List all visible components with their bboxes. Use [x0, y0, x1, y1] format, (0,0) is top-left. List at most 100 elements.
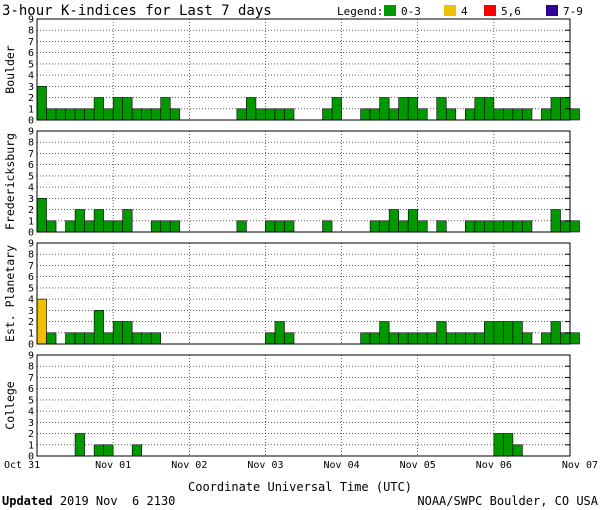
- y-tick-label: 8: [28, 362, 34, 373]
- bar-fredericksburg-8: [112, 220, 123, 233]
- bar-college-48: [493, 433, 504, 457]
- x-axis-ticks: Oct 31 Nov 01 Nov 02 Nov 03 Nov 04 Nov 05 Nov …: [4, 460, 598, 471]
- bar-fredericksburg-6: [93, 209, 104, 233]
- y-tick-label: 4: [28, 407, 34, 418]
- bar-fredericksburg-26: [284, 220, 295, 233]
- bar-fredericksburg-45: [465, 220, 476, 233]
- x-tick-label: Nov 05: [400, 460, 436, 471]
- bar-boulder-22: [246, 97, 257, 121]
- bar-college-49: [503, 433, 514, 457]
- bar-est-planetary-56: [569, 332, 580, 345]
- bar-boulder-11: [141, 108, 152, 121]
- panel-label-est-planetary: Est. Planetary: [3, 245, 17, 342]
- y-tick-label: 3: [28, 82, 34, 93]
- y-tick-label: 6: [28, 160, 34, 171]
- bar-est-planetary-42: [436, 321, 447, 345]
- y-tick-label: 1: [28, 104, 34, 115]
- bar-boulder-42: [436, 97, 447, 121]
- bar-boulder-48: [493, 108, 504, 121]
- legend-label: Legend:: [337, 5, 383, 18]
- y-tick-label: 9: [28, 15, 34, 26]
- bar-college-4: [74, 433, 85, 457]
- bar-fredericksburg-14: [169, 220, 181, 233]
- bar-fredericksburg-46: [474, 220, 485, 233]
- updated-value: 2019 Nov 6 2130: [60, 494, 176, 508]
- y-tick-label: 8: [28, 250, 34, 261]
- bar-fredericksburg-0: [36, 198, 47, 233]
- bar-boulder-21: [236, 108, 247, 121]
- legend-swatch-4: [444, 5, 456, 16]
- bar-boulder-36: [379, 97, 390, 121]
- bar-est-planetary-40: [417, 332, 428, 345]
- y-tick-label: 5: [28, 171, 34, 182]
- legend-item-0-3: 0-3: [401, 5, 421, 18]
- y-tick-label: 0: [28, 452, 34, 463]
- bar-fredericksburg-25: [274, 220, 285, 233]
- bar-fredericksburg-40: [417, 220, 428, 233]
- bar-est-planetary-41: [426, 332, 438, 345]
- bar-est-planetary-8: [112, 321, 123, 345]
- bar-boulder-54: [550, 97, 561, 121]
- bar-est-planetary-24: [265, 332, 276, 345]
- bar-est-planetary-1: [46, 332, 57, 345]
- chart-title: 3-hour K-indices for Last 7 days: [2, 3, 272, 19]
- bar-boulder-24: [265, 108, 276, 121]
- y-tick-label: 7: [28, 261, 34, 272]
- bar-boulder-38: [398, 97, 409, 121]
- bar-boulder-3: [65, 108, 76, 121]
- y-tick-label: 2: [28, 429, 34, 440]
- bar-boulder-8: [112, 97, 123, 121]
- bar-fredericksburg-24: [265, 220, 276, 233]
- y-tick-label: 5: [28, 395, 34, 406]
- y-tick-label: 7: [28, 37, 34, 48]
- bar-est-planetary-48: [493, 321, 504, 345]
- bar-fredericksburg-3: [65, 220, 76, 233]
- bar-est-planetary-4: [74, 332, 85, 345]
- y-tick-label: 9: [28, 239, 34, 250]
- y-tick-label: 7: [28, 149, 34, 160]
- panels: 0123456789Boulder0123456789Fredericksbur…: [3, 15, 580, 463]
- bar-boulder-37: [388, 108, 399, 121]
- x-tick-label: Nov 02: [171, 460, 207, 471]
- bar-est-planetary-6: [93, 310, 104, 345]
- bar-est-planetary-43: [445, 332, 457, 345]
- y-tick-label: 1: [28, 216, 34, 227]
- bar-est-planetary-10: [131, 332, 142, 345]
- footer-updated: Updated 2019 Nov 6 2130: [2, 494, 175, 508]
- bar-est-planetary-39: [407, 332, 419, 345]
- bar-fredericksburg-21: [236, 220, 247, 233]
- bar-boulder-39: [407, 97, 419, 121]
- y-tick-label: 7: [28, 373, 34, 384]
- y-tick-label: 9: [28, 127, 34, 138]
- bar-college-10: [131, 444, 142, 457]
- x-tick-label: Nov 01: [95, 460, 131, 471]
- bar-fredericksburg-35: [369, 220, 380, 233]
- panel-label-boulder: Boulder: [3, 45, 17, 94]
- x-tick-label: Nov 07: [562, 460, 598, 471]
- x-axis-title: Coordinate Universal Time (UTC): [188, 480, 412, 494]
- bar-fredericksburg-42: [436, 220, 447, 233]
- bar-fredericksburg-5: [84, 220, 95, 233]
- panel-frame: [36, 130, 571, 233]
- bar-boulder-34: [360, 108, 371, 121]
- bar-boulder-50: [512, 108, 523, 121]
- y-tick-label: 2: [28, 205, 34, 216]
- y-tick-label: 9: [28, 351, 34, 362]
- bar-est-planetary-5: [84, 332, 95, 345]
- y-tick-label: 3: [28, 306, 34, 317]
- y-tick-label: 8: [28, 26, 34, 37]
- bar-fredericksburg-54: [550, 209, 561, 233]
- bar-boulder-45: [465, 108, 476, 121]
- bar-fredericksburg-49: [503, 220, 514, 233]
- bar-est-planetary-51: [522, 332, 533, 345]
- y-tick-label: 8: [28, 138, 34, 149]
- y-tick-label: 0: [28, 228, 34, 239]
- bar-est-planetary-54: [550, 321, 561, 345]
- panel-label-fredericksburg: Fredericksburg: [3, 133, 17, 230]
- bar-fredericksburg-51: [522, 220, 533, 233]
- legend-swatch-7-9: [546, 5, 558, 16]
- bar-fredericksburg-4: [74, 209, 85, 233]
- legend-item-4: 4: [461, 5, 468, 18]
